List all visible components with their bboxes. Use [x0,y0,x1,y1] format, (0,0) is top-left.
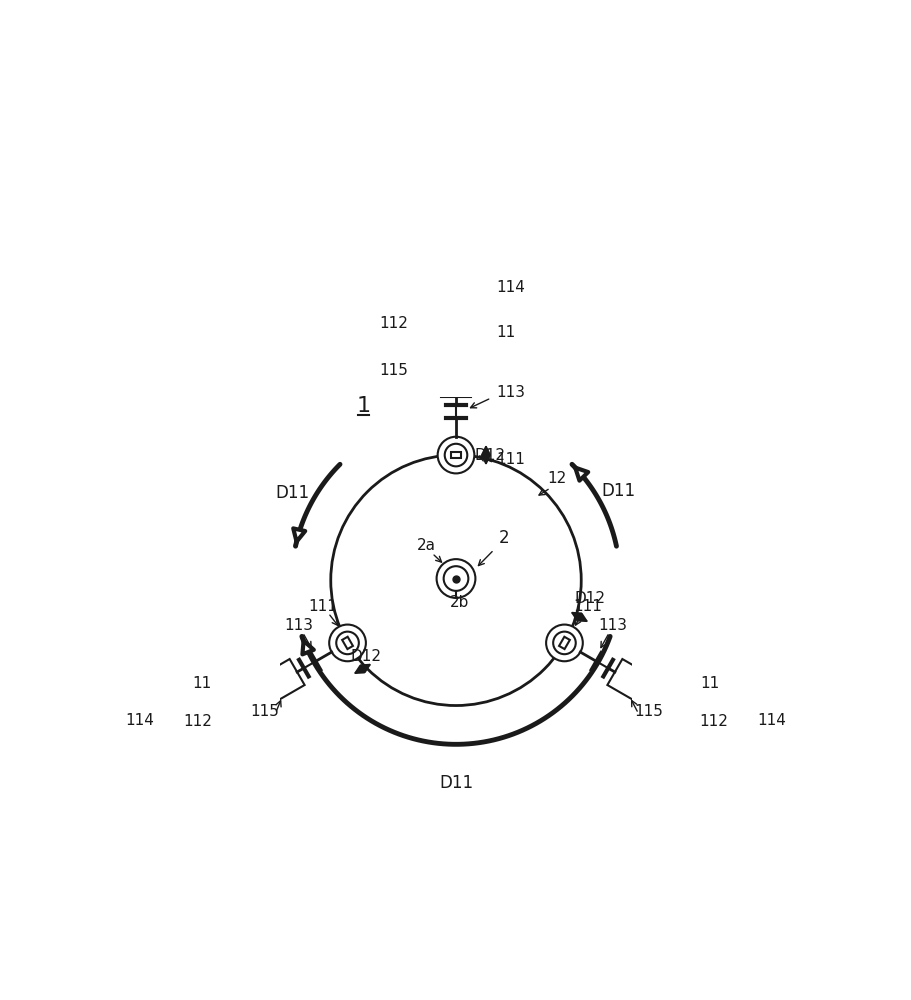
Text: 11: 11 [700,676,719,691]
Text: 114: 114 [126,713,154,728]
Text: 113: 113 [496,385,525,400]
Text: 114: 114 [757,713,785,728]
Bar [681,700,723,745]
Text: 2b: 2b [449,595,468,610]
Text: 2: 2 [497,529,508,547]
Bar [450,452,461,458]
Text: 112: 112 [183,714,212,729]
Text: 112: 112 [699,714,728,729]
Bar [228,691,252,719]
Bar [188,700,230,745]
Text: 1: 1 [356,396,370,416]
Text: D11: D11 [275,484,310,502]
Circle shape [436,559,475,598]
Text: 2a: 2a [416,538,435,553]
Circle shape [437,437,474,473]
Bar [558,637,569,649]
Text: D12: D12 [350,649,381,664]
Bar [659,691,683,719]
Text: 115: 115 [250,704,279,719]
Text: 115: 115 [379,363,408,378]
Bar [438,281,473,309]
Text: 113: 113 [284,618,313,633]
Text: 111: 111 [572,599,601,614]
Text: 12: 12 [547,471,566,486]
Text: 113: 113 [598,618,627,633]
Circle shape [445,444,466,466]
Text: 112: 112 [379,316,408,331]
Text: 111: 111 [308,599,337,614]
Bar [441,315,470,348]
Bar [252,659,304,706]
Bar [607,659,659,706]
Circle shape [553,632,575,654]
Circle shape [331,455,580,706]
Circle shape [546,625,582,661]
Bar [444,324,467,338]
Text: D12: D12 [474,448,505,463]
Text: 115: 115 [634,704,663,719]
Circle shape [443,566,468,591]
Text: D11: D11 [438,774,473,792]
Text: 11: 11 [496,325,516,340]
Text: 111: 111 [496,452,525,467]
Circle shape [336,632,358,654]
Text: D11: D11 [600,482,635,500]
Text: 114: 114 [496,280,525,295]
Bar [441,355,470,397]
Text: 11: 11 [192,676,211,691]
Bar [219,683,262,726]
Text: D12: D12 [574,591,605,606]
Circle shape [329,625,365,661]
Bar [649,683,692,726]
Bar [342,637,353,649]
